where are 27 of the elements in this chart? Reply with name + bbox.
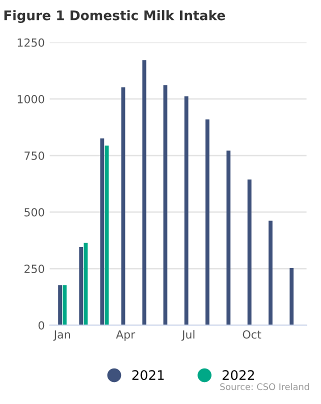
y-tick-label: 1250 — [18, 38, 44, 47]
y-tick-label: 250 — [24, 264, 44, 274]
bar — [163, 85, 168, 326]
bar — [248, 180, 252, 326]
y-tick-label: 750 — [24, 152, 44, 160]
bar — [104, 146, 109, 326]
y-tick-label: 0 — [38, 321, 44, 330]
bar — [226, 150, 230, 326]
x-tick-label: Oct — [242, 330, 262, 339]
y-tick-label: 1000 — [18, 94, 44, 104]
legend-label: 2022 — [222, 370, 254, 380]
bar — [62, 285, 67, 326]
x-tick-label: Apr — [116, 330, 136, 341]
y-tick-label: 500 — [24, 208, 44, 216]
bar — [268, 220, 273, 326]
bar — [184, 96, 188, 326]
x-tick-label: Jan — [53, 330, 70, 341]
bar — [121, 87, 126, 326]
bar — [100, 138, 104, 326]
bar — [58, 285, 62, 326]
bar — [79, 246, 84, 326]
source-note: Source: CSO Ireland — [220, 383, 309, 390]
legend-label: 2021 — [132, 370, 164, 380]
x-tick-label: Jul — [181, 330, 194, 341]
bar — [290, 268, 294, 326]
bar — [205, 119, 210, 326]
chart-title: Figure 1 Domestic Milk Intake — [4, 10, 226, 23]
